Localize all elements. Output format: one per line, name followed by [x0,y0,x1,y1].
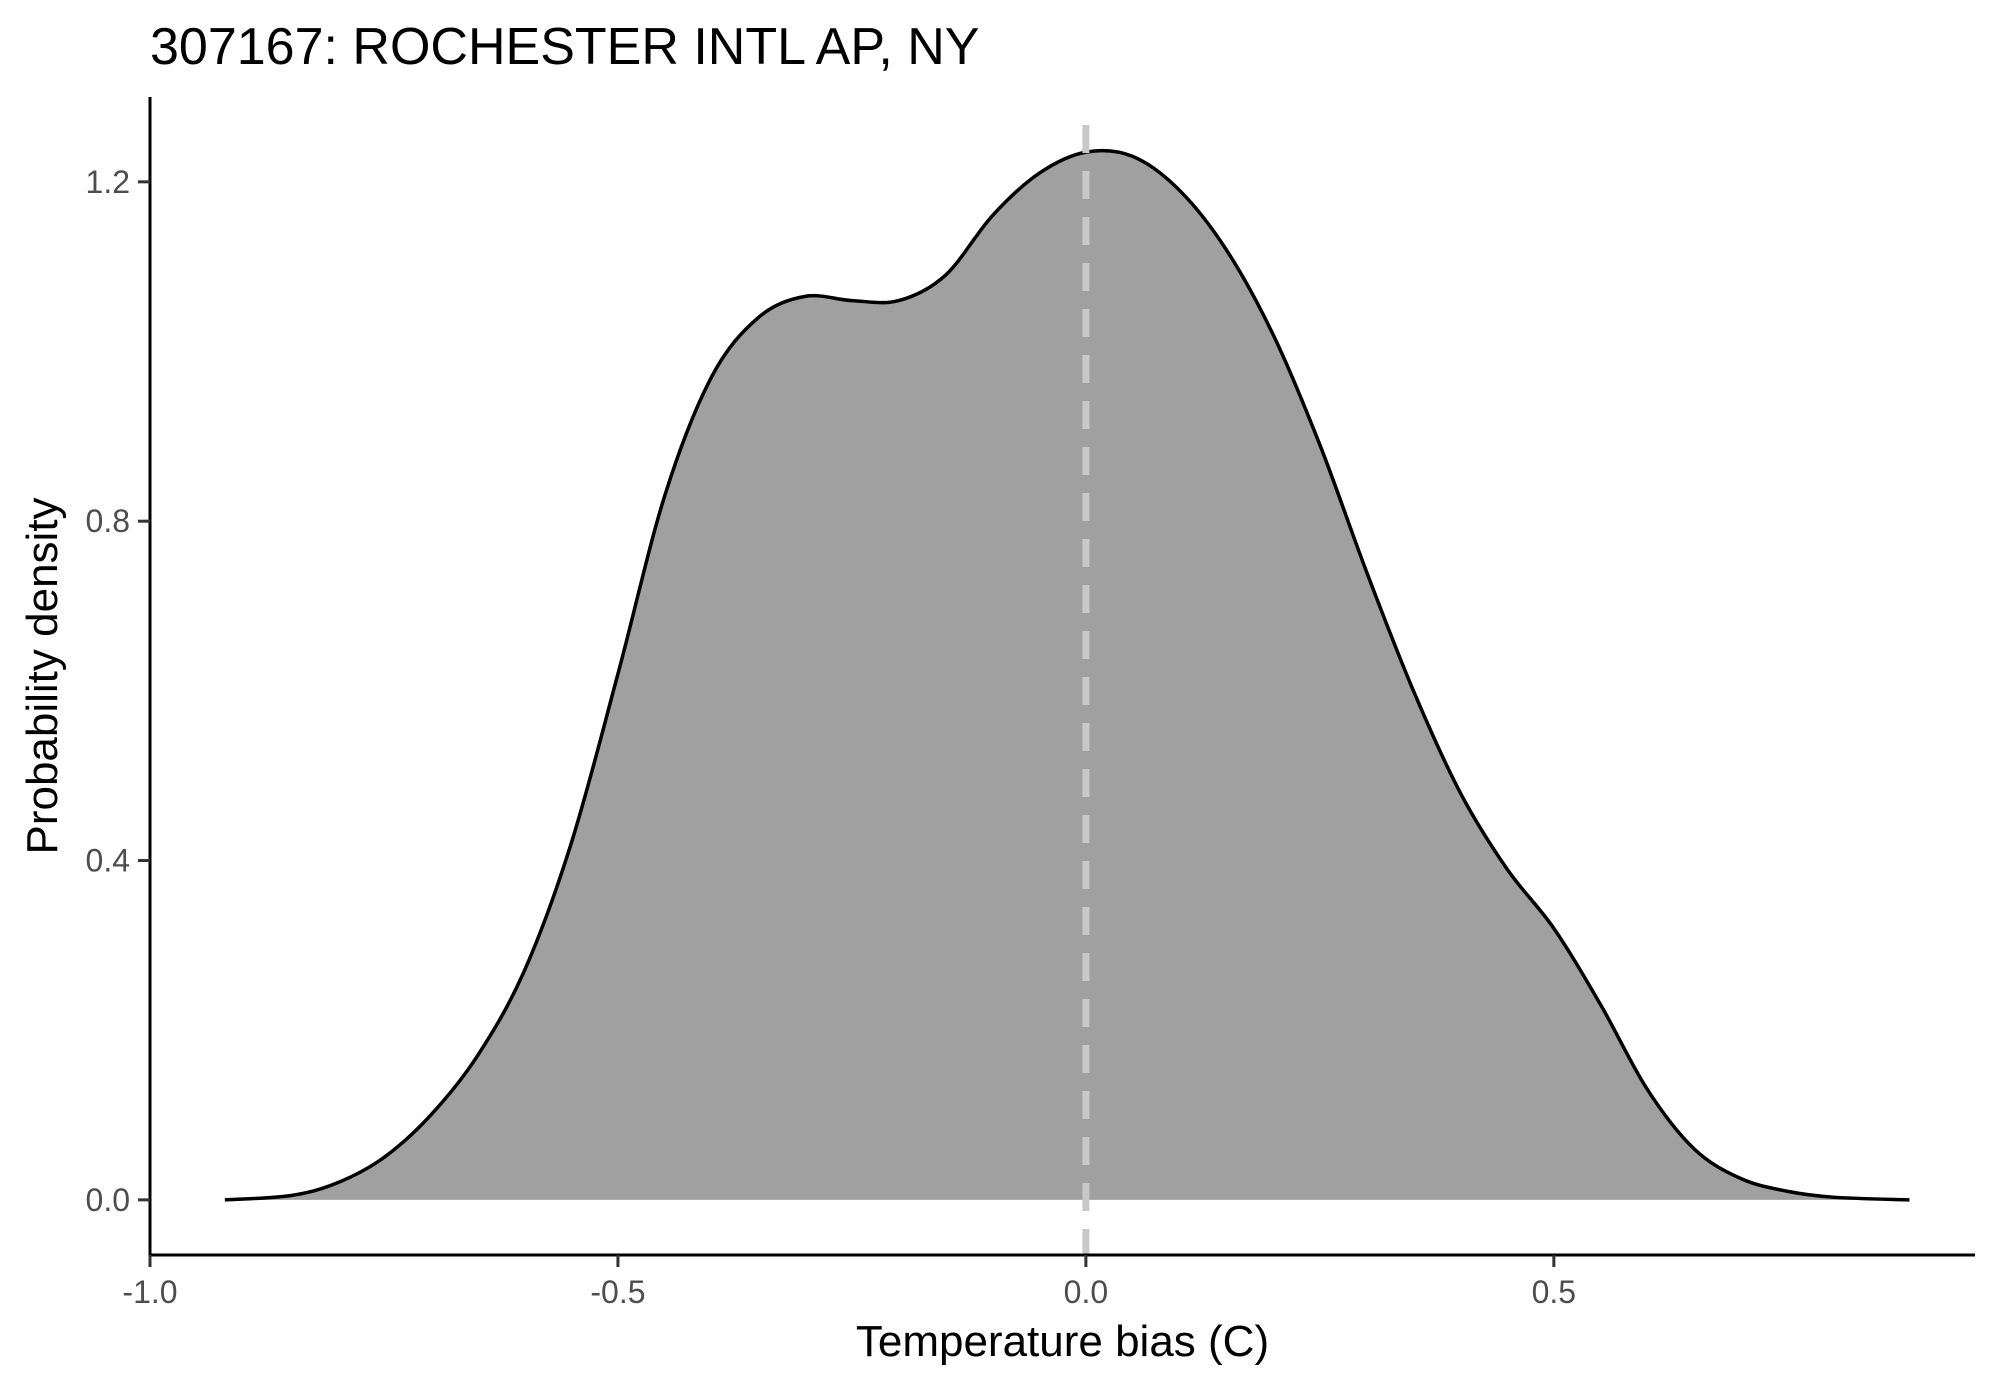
y-tick-label: 1.2 [86,164,130,200]
chart-title: 307167: ROCHESTER INTL AP, NY [150,18,979,76]
y-axis-label: Probability density [18,497,67,854]
density-area-0 [224,150,1910,1200]
y-tick-label: 0.0 [86,1182,130,1218]
y-tick-label: 0.8 [86,503,130,539]
x-axis-ticks: -1.0 -0.5 0.0 0.5 [122,1255,1576,1310]
plot-area [224,125,1910,1255]
x-axis-label: Temperature bias (C) [856,1317,1269,1366]
x-tick-label: -0.5 [590,1274,645,1310]
x-tick-label: 0.0 [1064,1274,1108,1310]
y-tick-label: 0.4 [86,843,130,879]
y-axis-ticks: 0.0 0.4 0.8 1.2 [86,164,150,1218]
x-tick-label: 0.5 [1532,1274,1576,1310]
density-curve-0 [224,148,1910,1202]
x-tick-label: -1.0 [122,1274,177,1310]
